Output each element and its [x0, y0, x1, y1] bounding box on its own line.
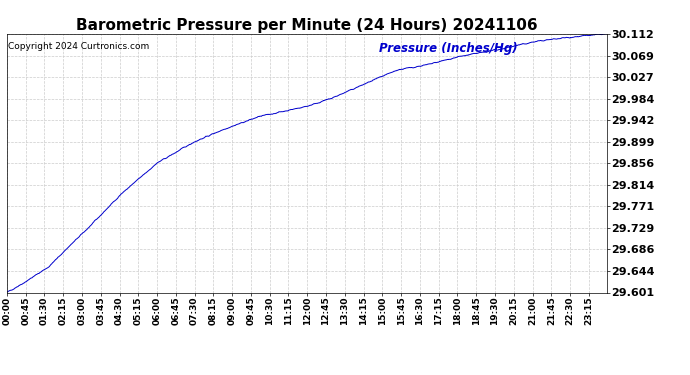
Title: Barometric Pressure per Minute (24 Hours) 20241106: Barometric Pressure per Minute (24 Hours…	[76, 18, 538, 33]
Text: Copyright 2024 Curtronics.com: Copyright 2024 Curtronics.com	[8, 42, 149, 51]
Text: Pressure (Inches/Hg): Pressure (Inches/Hg)	[379, 42, 518, 54]
